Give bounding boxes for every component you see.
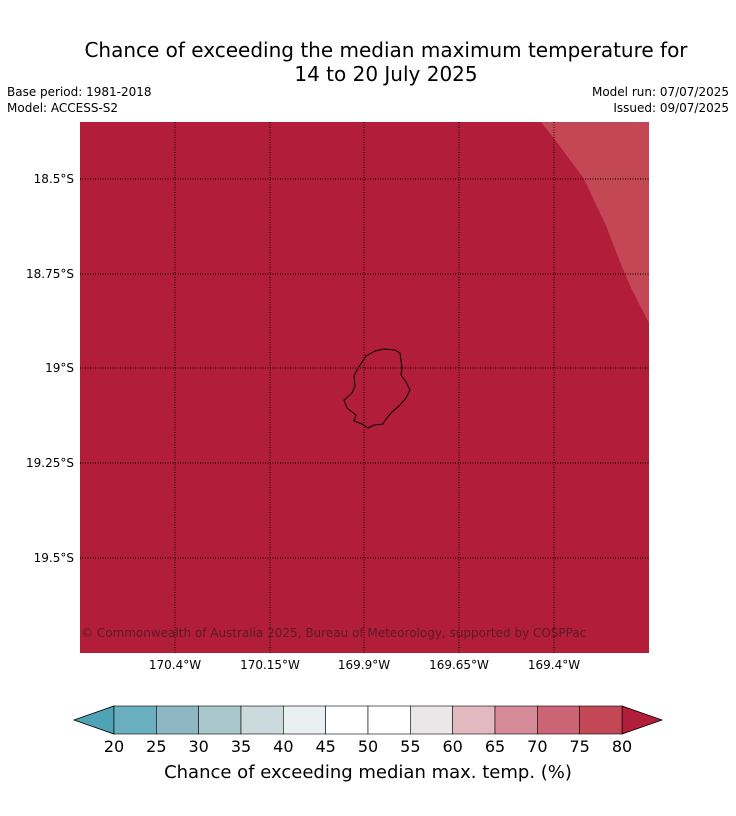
model-run: Model run: 07/07/2025 <box>591 85 729 99</box>
colorbar-tick-label: 65 <box>485 737 505 756</box>
longitude-labels: 170.4°W 170.15°W 169.9°W 169.65°W 169.4°… <box>149 658 580 672</box>
base-period: Base period: 1981-2018 <box>7 85 152 99</box>
meta-right: Model run: 07/07/2025 Issued: 09/07/2025 <box>592 84 729 116</box>
colorbar-high-extend <box>621 705 664 735</box>
colorbar-tick-label: 60 <box>442 737 462 756</box>
colorbar-bin <box>410 705 453 735</box>
colorbar-tick-label: 45 <box>315 737 335 756</box>
colorbar-title: Chance of exceeding median max. temp. (%… <box>164 762 572 783</box>
colorbar-bin <box>367 705 411 735</box>
region-75-80-percent <box>541 122 649 323</box>
colorbar-tick-label: 25 <box>146 737 166 756</box>
colorbar-bin <box>156 705 199 735</box>
colorbar-bin <box>494 705 538 735</box>
issued-date: Issued: 09/07/2025 <box>613 101 729 115</box>
colorbar-tick-label: 75 <box>569 737 589 756</box>
colorbar-tick-label: 50 <box>358 737 378 756</box>
gridlines <box>80 122 649 653</box>
colorbar-tick-label: 30 <box>188 737 208 756</box>
colorbar-tick-label: 70 <box>527 737 547 756</box>
colorbar-bin <box>537 705 580 735</box>
colorbar-bins <box>113 705 623 735</box>
map-panel: © Commonwealth of Australia 2025, Bureau… <box>80 122 649 653</box>
map-title: Chance of exceeding the median maximum t… <box>0 38 736 86</box>
title-line-2: 14 to 20 July 2025 <box>294 62 478 86</box>
lat-label: 19.25°S <box>26 456 74 470</box>
colorbar-tick-label: 55 <box>400 737 420 756</box>
colorbar-tick-labels: 20 25 30 35 40 45 50 55 60 65 70 75 80 <box>104 737 632 756</box>
title-line-1: Chance of exceeding the median maximum t… <box>84 38 688 62</box>
lon-label: 169.9°W <box>338 658 390 672</box>
lat-label: 19°S <box>45 361 74 375</box>
colorbar-bin <box>452 705 496 735</box>
latitude-labels: 18.5°S 18.75°S 19°S 19.25°S 19.5°S <box>26 172 74 565</box>
lon-label: 169.4°W <box>528 658 580 672</box>
colorbar-tick-label: 35 <box>231 737 251 756</box>
colorbar-tick-label: 80 <box>612 737 632 756</box>
colorbar-bin <box>113 705 157 735</box>
colorbar-bin <box>325 705 369 735</box>
map-background <box>80 122 649 653</box>
lon-label: 170.15°W <box>240 658 300 672</box>
lon-label: 169.65°W <box>429 658 489 672</box>
colorbar-tick-label: 40 <box>273 737 293 756</box>
copyright-notice: © Commonwealth of Australia 2025, Bureau… <box>81 626 586 640</box>
niue-island-outline <box>343 348 411 429</box>
lat-label: 18.75°S <box>26 267 74 281</box>
colorbar-bin <box>283 705 326 735</box>
lat-label: 18.5°S <box>34 172 74 186</box>
lon-label: 170.4°W <box>149 658 201 672</box>
colorbar-bin <box>198 705 242 735</box>
colorbar-tick-label: 20 <box>104 737 124 756</box>
lat-label: 19.5°S <box>34 551 74 565</box>
colorbar-low-extend <box>72 705 115 735</box>
colorbar-bin <box>579 705 623 735</box>
meta-left: Base period: 1981-2018 Model: ACCESS-S2 <box>7 84 152 116</box>
colorbar: 20 25 30 35 40 45 50 55 60 65 70 75 80 Chance of exc… <box>72 705 664 783</box>
model-name: Model: ACCESS-S2 <box>7 101 119 115</box>
colorbar-bin <box>240 705 284 735</box>
